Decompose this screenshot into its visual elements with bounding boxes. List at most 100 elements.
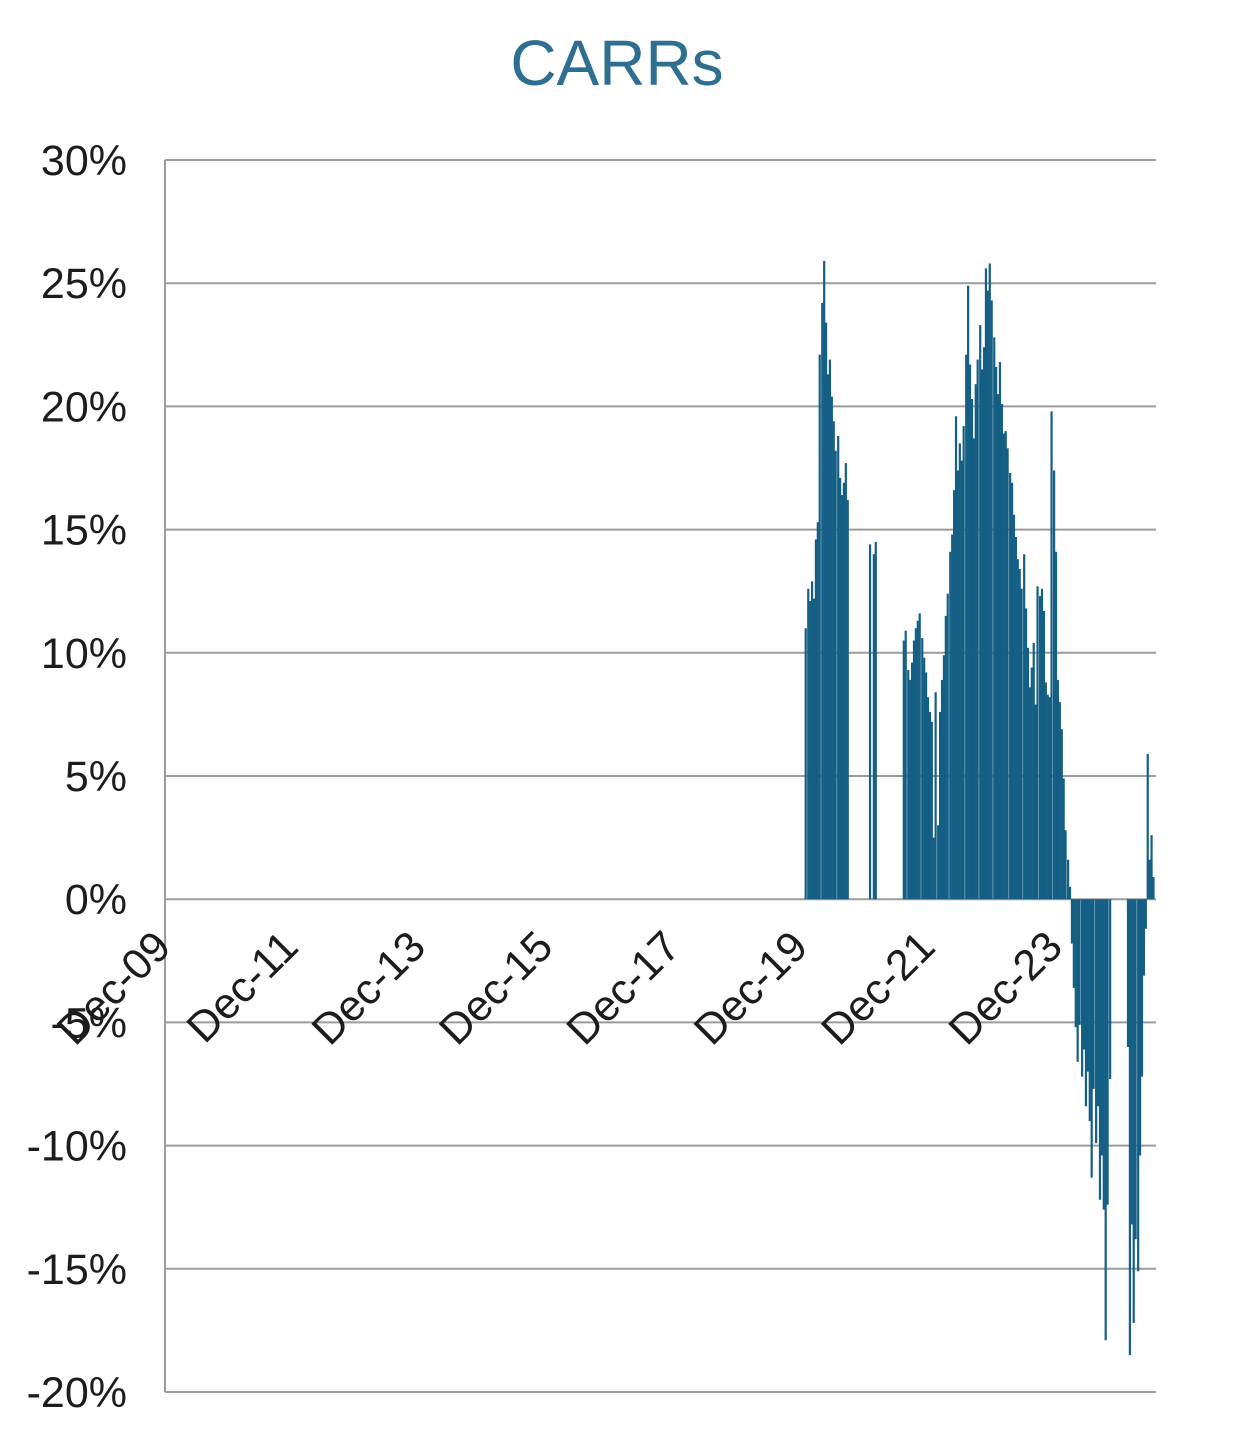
bar <box>940 679 944 900</box>
bar <box>926 697 930 900</box>
x-tick-label: Dec-15 <box>430 922 562 1054</box>
bar <box>972 438 975 900</box>
bar <box>918 613 921 900</box>
bar <box>1084 899 1088 1107</box>
bar <box>1046 694 1049 900</box>
bar <box>909 679 912 900</box>
bar <box>874 541 877 900</box>
bar <box>1050 411 1053 900</box>
bar <box>1052 470 1056 900</box>
bar <box>1126 899 1130 1048</box>
bar <box>914 628 917 900</box>
bar <box>951 534 954 900</box>
bar <box>1023 554 1026 900</box>
bar <box>1076 899 1079 1062</box>
bar <box>904 630 907 900</box>
bar <box>1146 753 1149 900</box>
bar <box>1004 431 1007 900</box>
y-tick-label: 15% <box>41 507 127 555</box>
y-tick-label: 10% <box>41 630 127 678</box>
bar <box>1064 830 1067 900</box>
bar <box>809 601 812 900</box>
bar <box>1016 559 1019 900</box>
x-tick-label: Dec-11 <box>178 922 308 1052</box>
bar <box>1044 682 1047 900</box>
bar <box>1038 596 1042 900</box>
bar <box>979 325 982 900</box>
bar <box>974 384 977 900</box>
bar <box>938 711 942 900</box>
y-tick-label: -20% <box>27 1369 127 1417</box>
bar <box>1070 899 1074 944</box>
bar <box>954 416 958 900</box>
bar <box>821 302 824 900</box>
bar <box>844 463 847 900</box>
bar <box>981 369 984 900</box>
bar <box>976 359 979 900</box>
bar <box>956 470 960 900</box>
bar <box>1056 679 1060 900</box>
bar <box>1068 886 1072 900</box>
bar <box>960 460 963 900</box>
bar <box>1020 588 1023 900</box>
bar <box>1088 899 1091 1121</box>
x-tick-label: Dec-23 <box>940 922 1072 1054</box>
bar <box>1014 536 1017 900</box>
chart-title: CARRs <box>510 27 724 99</box>
bar <box>1142 899 1145 976</box>
bar <box>1090 899 1093 1178</box>
bar <box>834 450 837 900</box>
bar <box>988 263 991 900</box>
bar <box>986 290 989 900</box>
bar <box>1106 899 1109 1205</box>
x-tick-label: Dec-21 <box>812 922 944 1054</box>
y-tick-label: -5% <box>51 999 127 1047</box>
bar <box>1092 899 1095 1089</box>
bar <box>1096 899 1100 1107</box>
bar <box>1054 551 1058 900</box>
bar <box>1074 899 1077 1028</box>
bar <box>912 640 916 900</box>
bar <box>965 354 968 900</box>
bar <box>962 426 965 900</box>
bar <box>1148 859 1151 900</box>
bar <box>840 495 844 900</box>
bar <box>1086 899 1089 1072</box>
bar <box>1128 899 1131 1356</box>
bar <box>995 366 998 900</box>
bar <box>804 628 807 900</box>
x-tick-label: Dec-17 <box>558 922 690 1054</box>
bar <box>1144 899 1147 929</box>
bar <box>1034 704 1037 900</box>
bar <box>934 692 937 900</box>
bar <box>982 347 986 900</box>
bar <box>953 490 956 900</box>
bar <box>1138 899 1142 1156</box>
bar <box>1058 702 1061 900</box>
bar <box>1140 899 1144 1077</box>
bar <box>1104 899 1107 1341</box>
bar <box>1036 586 1039 900</box>
bar <box>993 337 996 900</box>
bar <box>1109 899 1112 1080</box>
bar <box>1060 729 1063 900</box>
bar <box>868 544 872 900</box>
bar <box>1072 899 1075 988</box>
bar <box>826 374 830 900</box>
bar <box>949 551 952 900</box>
bar <box>1030 667 1033 900</box>
bar <box>1032 642 1035 900</box>
bar <box>984 268 988 900</box>
bar <box>921 638 924 900</box>
bar <box>924 672 928 900</box>
y-tick-label: 0% <box>65 876 127 924</box>
bar <box>1048 697 1051 900</box>
bar <box>923 657 926 900</box>
y-tick-label: 20% <box>41 383 127 431</box>
bar <box>902 640 905 900</box>
bar <box>807 588 810 900</box>
bar <box>842 482 846 900</box>
bar <box>872 554 875 900</box>
y-tick-label: -10% <box>27 1123 127 1171</box>
